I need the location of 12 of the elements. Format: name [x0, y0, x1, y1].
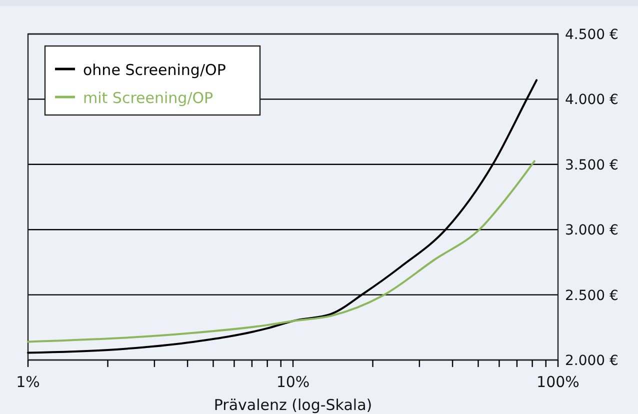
y-tick-label: 4.500 €: [565, 27, 618, 43]
y-tick-label: 2.500 €: [565, 288, 618, 304]
x-axis-title: Prävalenz (log-Skala): [214, 396, 372, 414]
x-tick-label: 100%: [536, 373, 580, 391]
y-tick-label: 2.000 €: [565, 353, 618, 369]
x-tick-label: 1%: [16, 373, 40, 391]
x-tick-label: 10%: [276, 373, 310, 391]
y-tick-label: 3.500 €: [565, 157, 618, 174]
y-tick-label: 4.000 €: [565, 92, 618, 108]
y-tick-label: 3.000 €: [565, 222, 618, 239]
legend-label: ohne Screening/OP: [83, 61, 226, 79]
legend-label: mit Screening/OP: [83, 89, 214, 107]
